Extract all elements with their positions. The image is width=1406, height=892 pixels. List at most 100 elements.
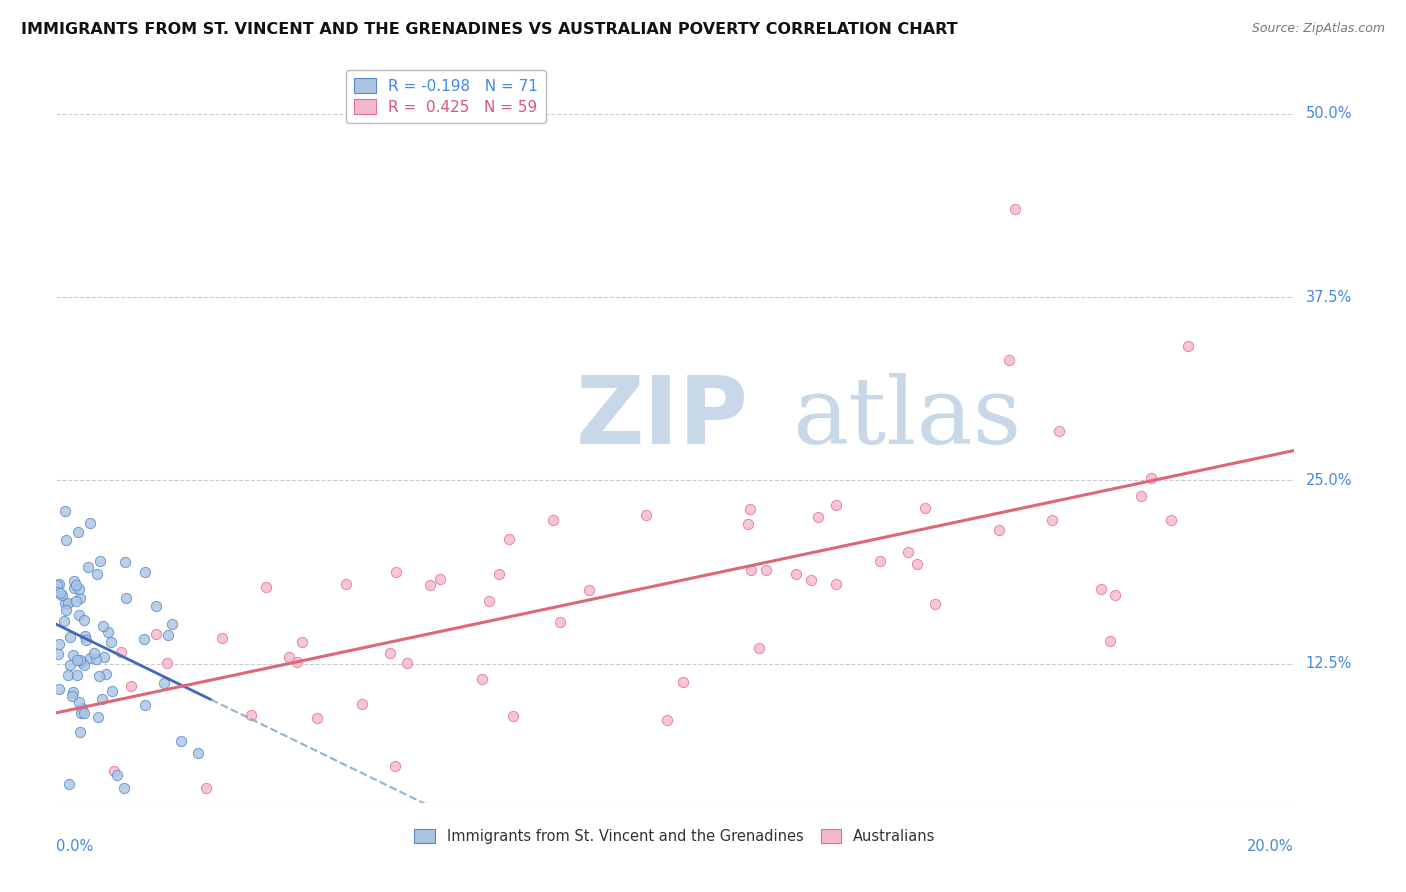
Text: 37.5%: 37.5% [1306, 290, 1353, 304]
Point [73, 706, 96, 720]
Point [807, 510, 830, 524]
Point [785, 566, 807, 581]
Point [335, 577, 357, 591]
Point [93, 618, 115, 632]
Point [156, 628, 179, 642]
Point [100, 634, 122, 648]
Point [115, 591, 138, 606]
Text: 0.0%: 0.0% [56, 839, 93, 855]
Point [48, 577, 70, 591]
Point [46, 585, 69, 599]
Point [905, 557, 928, 571]
Point [67, 608, 90, 623]
Point [548, 615, 571, 629]
Point [825, 498, 848, 512]
Point [59, 630, 82, 644]
Point [89, 554, 111, 568]
Point [169, 734, 191, 748]
Point [488, 566, 510, 581]
Point [66, 524, 89, 539]
Point [79, 516, 101, 531]
Point [134, 565, 156, 579]
Point [290, 635, 312, 649]
Point [153, 676, 176, 690]
Point [73, 629, 96, 643]
Point [62, 648, 84, 662]
Point [70, 706, 93, 720]
Text: Source: ZipAtlas.com: Source: ZipAtlas.com [1251, 22, 1385, 36]
Point [114, 555, 136, 569]
Point [429, 572, 451, 586]
Point [748, 641, 770, 656]
Point [471, 672, 494, 686]
Point [62, 574, 84, 588]
Point [87, 710, 110, 724]
Point [97, 625, 120, 640]
Point [385, 565, 408, 579]
Point [384, 759, 406, 773]
Point [55, 603, 77, 617]
Point [75, 633, 97, 648]
Point [578, 583, 600, 598]
Point [740, 563, 762, 577]
Text: IMMIGRANTS FROM ST. VINCENT AND THE GRENADINES VS AUSTRALIAN POVERTY CORRELATION: IMMIGRANTS FROM ST. VINCENT AND THE GREN… [21, 22, 957, 37]
Point [93, 650, 115, 665]
Point [914, 500, 936, 515]
Point [86, 566, 108, 581]
Point [52, 614, 75, 628]
Point [48, 681, 70, 696]
Point [160, 616, 183, 631]
Point [1177, 339, 1199, 353]
Point [84, 652, 107, 666]
Point [987, 523, 1010, 537]
Point [1090, 582, 1112, 596]
Point [51, 588, 73, 602]
Point [755, 563, 778, 577]
Legend: Immigrants from St. Vincent and the Grenadines, Australians: Immigrants from St. Vincent and the Gren… [408, 822, 942, 851]
Point [869, 554, 891, 568]
Point [1047, 424, 1070, 438]
Point [541, 512, 564, 526]
Point [70, 655, 93, 669]
Point [67, 582, 90, 597]
Text: atlas: atlas [793, 373, 1022, 463]
Point [134, 698, 156, 712]
Point [1040, 513, 1063, 527]
Point [498, 532, 520, 546]
Point [58, 596, 80, 610]
Point [419, 578, 441, 592]
Point [478, 593, 501, 607]
Point [79, 650, 101, 665]
Text: 25.0%: 25.0% [1306, 473, 1353, 488]
Point [278, 649, 301, 664]
Point [120, 679, 142, 693]
Point [145, 627, 167, 641]
Point [69, 653, 91, 667]
Point [740, 502, 762, 516]
Point [55, 533, 77, 547]
Point [73, 657, 96, 672]
Point [737, 516, 759, 531]
Point [53, 504, 76, 518]
Point [69, 725, 91, 739]
Point [73, 613, 96, 627]
Point [897, 545, 920, 559]
Point [211, 632, 233, 646]
Point [1140, 471, 1163, 485]
Point [657, 714, 679, 728]
Point [63, 582, 86, 596]
Point [502, 709, 524, 723]
Point [378, 646, 401, 660]
Point [62, 685, 84, 699]
Point [96, 666, 118, 681]
Point [254, 580, 277, 594]
Point [60, 690, 83, 704]
Point [59, 658, 82, 673]
Point [67, 695, 90, 709]
Point [69, 591, 91, 605]
Point [66, 653, 89, 667]
Point [396, 656, 419, 670]
Point [65, 593, 87, 607]
Point [156, 656, 179, 670]
Point [48, 637, 70, 651]
